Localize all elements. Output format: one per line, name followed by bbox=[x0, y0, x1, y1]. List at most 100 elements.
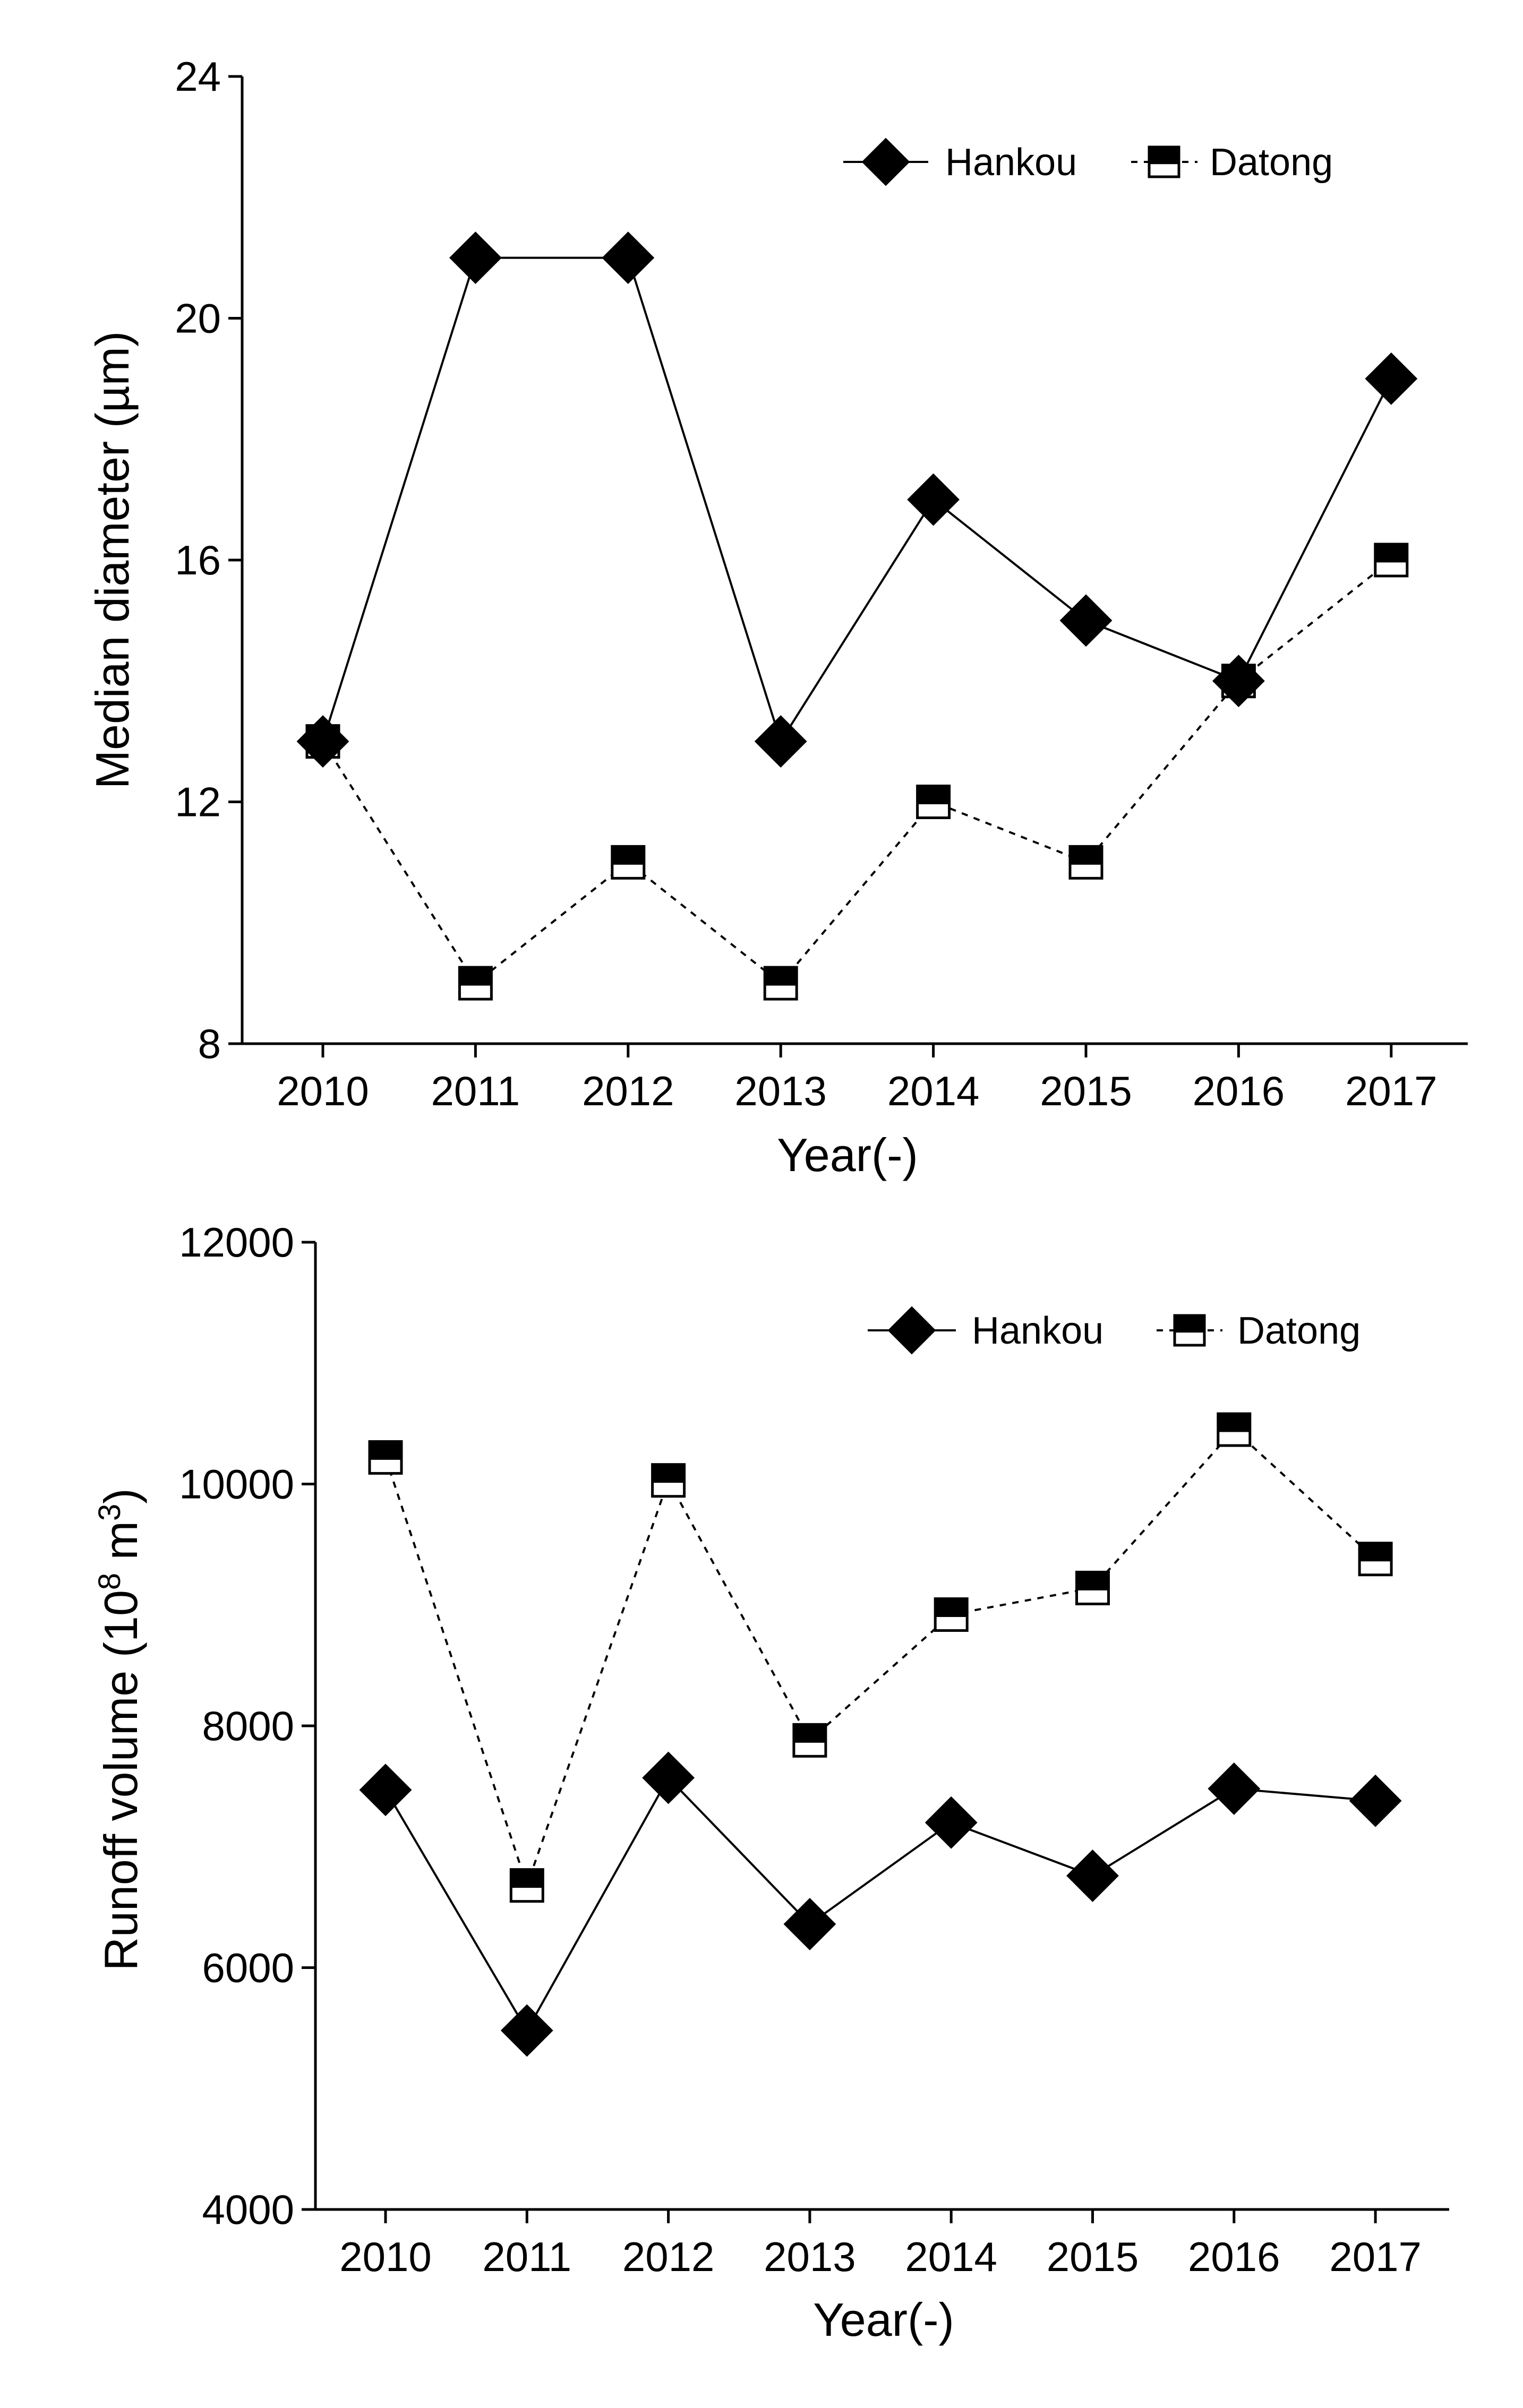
x-tick-label: 2013 bbox=[764, 2233, 856, 2280]
x-tick-label: 2011 bbox=[482, 2233, 571, 2280]
data-point-datong bbox=[458, 966, 493, 1001]
data-point-datong-fill bbox=[459, 967, 492, 986]
legend: Hankou Datong bbox=[843, 137, 1333, 186]
x-tick-label: 2017 bbox=[1329, 2233, 1422, 2280]
series-group bbox=[296, 231, 1418, 1001]
series-line-hankou bbox=[384, 1776, 1376, 2033]
data-point-datong bbox=[1217, 1412, 1252, 1447]
data-point-datong bbox=[368, 1440, 403, 1475]
data-point-datong-fill bbox=[935, 1598, 968, 1617]
data-point-datong-fill bbox=[1218, 1414, 1250, 1432]
y-axis-title-end: ) bbox=[95, 1488, 147, 1503]
data-point-datong bbox=[934, 1597, 969, 1632]
legend-marker-hankou bbox=[861, 137, 910, 186]
data-point-hankou bbox=[449, 231, 502, 285]
x-tick-label: 2010 bbox=[277, 1068, 369, 1114]
data-point-hankou bbox=[1365, 352, 1418, 405]
x-tick-label: 2011 bbox=[431, 1068, 520, 1114]
legend-marker-datong bbox=[1173, 1314, 1206, 1347]
data-point-hankou bbox=[500, 2004, 553, 2057]
data-point-datong-fill bbox=[765, 967, 797, 986]
data-point-datong-fill bbox=[652, 1464, 685, 1483]
data-point-datong bbox=[1358, 1542, 1393, 1577]
data-point-datong bbox=[1075, 1570, 1110, 1605]
data-point-datong-fill bbox=[1359, 1543, 1392, 1562]
legend-label-datong: Datong bbox=[1237, 1310, 1361, 1352]
series-line-datong bbox=[384, 1428, 1376, 1889]
data-point-datong-fill bbox=[917, 786, 949, 804]
y-tick-label: 12000 bbox=[179, 1219, 294, 1266]
x-tick-label: 2014 bbox=[905, 2233, 997, 2280]
x-tick-label: 2013 bbox=[734, 1068, 827, 1114]
data-point-datong-fill bbox=[612, 846, 644, 865]
legend-marker-datong-fill bbox=[1149, 147, 1179, 165]
y-tick-label: 10000 bbox=[179, 1461, 294, 1508]
y-axis-title: Runoff volume (108 m3) bbox=[92, 1488, 148, 1971]
data-point-datong-fill bbox=[511, 1869, 543, 1888]
x-tick-label: 2016 bbox=[1193, 1068, 1285, 1114]
data-point-datong bbox=[611, 845, 646, 880]
data-point-datong-fill bbox=[1375, 544, 1407, 563]
data-point-datong bbox=[792, 1723, 827, 1758]
y-ticks: 8 12 16 20 24 bbox=[175, 53, 242, 1067]
x-ticks: 2010 2011 2012 2013 2014 2015 2016 2017 bbox=[339, 2209, 1422, 2280]
y-tick-label: 16 bbox=[175, 537, 221, 583]
x-tick-label: 2010 bbox=[339, 2233, 432, 2280]
y-tick-label: 6000 bbox=[202, 1945, 294, 1991]
legend-label-datong: Datong bbox=[1210, 141, 1333, 184]
y-tick-label: 12 bbox=[175, 779, 221, 825]
data-point-datong bbox=[763, 966, 798, 1001]
data-point-datong bbox=[1068, 845, 1103, 880]
data-point-hankou bbox=[296, 715, 349, 768]
data-point-datong-fill bbox=[1070, 846, 1102, 865]
y-tick-label: 4000 bbox=[202, 2186, 294, 2233]
x-tick-label: 2014 bbox=[887, 1068, 980, 1114]
x-ticks: 2010 2011 2012 2013 2014 2015 2016 2017 bbox=[277, 1044, 1438, 1114]
y-tick-label: 24 bbox=[175, 53, 221, 100]
x-axis-title: Year(-) bbox=[813, 2293, 954, 2346]
series-group bbox=[359, 1412, 1402, 2057]
data-point-datong bbox=[1374, 543, 1409, 578]
data-point-hankou bbox=[642, 1751, 695, 1804]
data-point-hankou bbox=[1066, 1849, 1119, 1902]
y-tick-label: 8 bbox=[198, 1020, 221, 1067]
x-tick-label: 2012 bbox=[622, 2233, 715, 2280]
data-point-datong bbox=[651, 1463, 686, 1498]
data-point-datong-fill bbox=[1076, 1572, 1109, 1590]
data-point-hankou bbox=[359, 1764, 412, 1817]
legend-label-hankou: Hankou bbox=[945, 141, 1077, 184]
data-point-hankou bbox=[1059, 594, 1113, 647]
data-point-datong bbox=[916, 785, 951, 819]
legend-label-hankou: Hankou bbox=[972, 1310, 1103, 1352]
x-tick-label: 2016 bbox=[1188, 2233, 1280, 2280]
y-tick-label: 8000 bbox=[202, 1702, 294, 1749]
data-point-datong-fill bbox=[793, 1724, 826, 1743]
legend-marker-datong bbox=[1148, 145, 1180, 178]
x-tick-label: 2015 bbox=[1040, 1068, 1132, 1114]
data-point-hankou bbox=[925, 1796, 978, 1849]
data-point-hankou bbox=[1349, 1774, 1402, 1827]
data-point-hankou bbox=[754, 715, 807, 768]
legend: Hankou Datong bbox=[868, 1306, 1361, 1355]
y-axis-title: Median diameter (µm) bbox=[86, 331, 139, 789]
data-point-hankou bbox=[1212, 655, 1265, 708]
y-axis-title-text: Runoff volume (10 bbox=[95, 1590, 147, 1971]
data-point-hankou bbox=[783, 1898, 836, 1950]
data-point-hankou bbox=[602, 231, 655, 285]
y-ticks: 4000 6000 8000 10000 12000 bbox=[179, 1219, 315, 2233]
x-tick-label: 2012 bbox=[582, 1068, 674, 1114]
data-point-hankou bbox=[1208, 1762, 1261, 1815]
series-line-datong bbox=[322, 559, 1392, 985]
x-tick-label: 2017 bbox=[1345, 1068, 1438, 1114]
legend-marker-hankou bbox=[887, 1306, 936, 1355]
x-axis-title: Year(-) bbox=[777, 1129, 918, 1181]
x-tick-label: 2015 bbox=[1047, 2233, 1139, 2280]
y-axis-title-mid: m bbox=[95, 1521, 147, 1573]
legend-marker-datong-fill bbox=[1175, 1315, 1204, 1333]
y-axis-title-sup2: 3 bbox=[92, 1504, 127, 1521]
y-tick-label: 20 bbox=[175, 295, 221, 342]
data-point-hankou bbox=[907, 473, 960, 526]
